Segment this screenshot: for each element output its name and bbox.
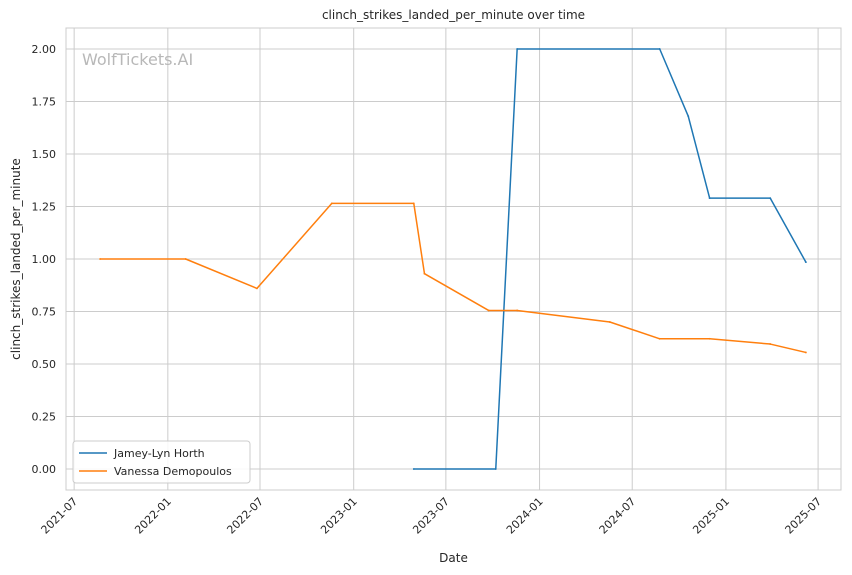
data-point-vanessa-demopoulos	[412, 202, 415, 205]
x-tick-label: 2022-01	[132, 495, 174, 537]
data-point-jamey-lyn-horth	[769, 197, 772, 200]
x-tick-label: 2022-07	[224, 495, 266, 537]
line-segment-vanessa-demopoulos	[184, 258, 258, 290]
data-point-vanessa-demopoulos	[658, 337, 661, 340]
data-point-vanessa-demopoulos	[184, 258, 187, 260]
line-segment-vanessa-demopoulos	[769, 343, 807, 354]
y-tick-label: 1.75	[32, 96, 57, 109]
data-point-vanessa-demopoulos	[804, 351, 807, 354]
data-point-vanessa-demopoulos	[330, 202, 333, 205]
plot-frame	[65, 27, 842, 491]
data-point-vanessa-demopoulos	[487, 309, 490, 312]
y-axis-label: clinch_strikes_landed_per_minute	[9, 158, 23, 360]
line-segment-vanessa-demopoulos	[413, 202, 426, 275]
data-point-jamey-lyn-horth	[708, 197, 711, 200]
data-point-jamey-lyn-horth	[804, 261, 807, 264]
line-segment-vanessa-demopoulos	[516, 309, 611, 323]
y-tick-label: 1.25	[32, 201, 57, 214]
y-tick-label: 1.00	[32, 253, 57, 266]
x-tick-label: 2025-01	[690, 495, 732, 537]
data-point-vanessa-demopoulos	[516, 309, 519, 312]
data-point-jamey-lyn-horth	[412, 468, 415, 470]
data-point-vanessa-demopoulos	[256, 287, 258, 290]
data-point-vanessa-demopoulos	[708, 337, 711, 340]
y-tick-label: 0.50	[32, 358, 57, 371]
legend-box	[72, 440, 251, 484]
data-point-jamey-lyn-horth	[687, 115, 690, 118]
line-segment-jamey-lyn-horth	[769, 197, 807, 263]
line-segment-jamey-lyn-horth	[495, 48, 518, 470]
y-tick-label: 0.25	[32, 411, 57, 424]
line-segment-vanessa-demopoulos	[708, 338, 771, 345]
y-tick-label: 0.00	[32, 463, 57, 476]
data-point-jamey-lyn-horth	[516, 48, 519, 50]
line-segment-vanessa-demopoulos	[423, 272, 490, 312]
x-tick-labels: 2021-07 2022-01 2022-07 2023-01 2023-07 2024-…	[39, 495, 825, 537]
chart-title: clinch_strikes_landed_per_minute over ti…	[322, 8, 585, 22]
legend-label-jamey-lyn-horth: Jamey-Lyn Horth	[113, 447, 205, 460]
y-tick-label: 0.75	[32, 306, 57, 319]
legend: Jamey-Lyn Horth Vanessa Demopoulos	[72, 440, 251, 484]
x-tick-label: 2024-01	[504, 495, 546, 537]
legend-label-vanessa-demopoulos: Vanessa Demopoulos	[114, 465, 232, 478]
data-point-vanessa-demopoulos	[608, 321, 611, 323]
series-layer	[99, 48, 807, 470]
x-tick-label: 2021-07	[39, 495, 81, 537]
line-segment-vanessa-demopoulos	[256, 202, 333, 290]
y-tick-label: 1.50	[32, 148, 57, 161]
x-tick-label: 2023-07	[410, 495, 452, 537]
y-tick-labels: 0.00 0.25 0.50 0.75 1.00 1.25 1.50 1.75 2.00	[32, 43, 57, 476]
x-tick-label: 2023-01	[318, 495, 360, 537]
series-jamey-lyn-horth	[412, 48, 807, 470]
data-point-vanessa-demopoulos	[423, 272, 426, 275]
y-tick-label: 2.00	[32, 43, 57, 56]
line-segment-vanessa-demopoulos	[609, 321, 661, 340]
x-tick-label: 2024-07	[597, 495, 639, 537]
data-point-jamey-lyn-horth	[658, 48, 661, 50]
data-point-vanessa-demopoulos	[769, 343, 772, 345]
line-segment-jamey-lyn-horth	[658, 48, 689, 117]
x-axis-label: Date	[439, 551, 468, 565]
x-tick-label: 2025-07	[783, 495, 825, 537]
data-point-vanessa-demopoulos	[99, 258, 102, 260]
line-segment-jamey-lyn-horth	[687, 115, 711, 199]
watermark: WolfTickets.AI	[82, 50, 193, 69]
data-point-jamey-lyn-horth	[494, 468, 497, 470]
series-vanessa-demopoulos	[99, 202, 807, 354]
